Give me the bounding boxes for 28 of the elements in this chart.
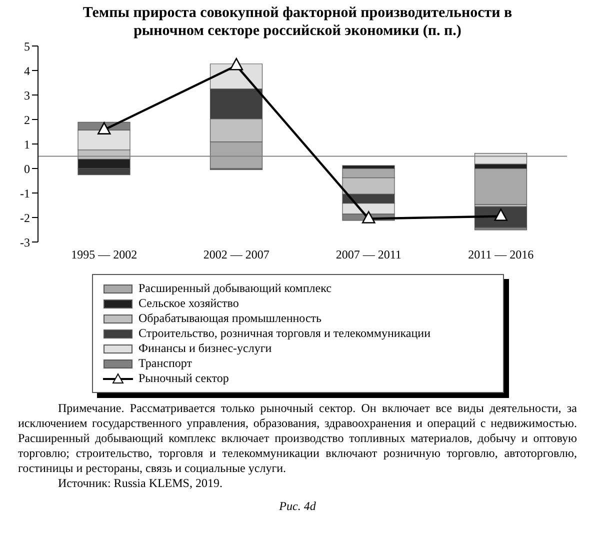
- x-tick-label: 1995 — 2002: [71, 248, 138, 262]
- legend-label: Сельское хозяйство: [138, 296, 239, 311]
- text: Примечание. Рассматривается только рыночный сектор. Он включает все виды деятельности, за исключением государственного управления, образования, здравоохранения и операций с недвижимостью. Расширенный добывающий комплекс включает производство топливных материалов, добычу и оптовую торговлю; строительство, торговля и телекоммуникации включают розничную торговлю, автоторговлю, гостиницы и рестораны, связь и социальные услуги.: [18, 401, 577, 476]
- y-tick-label: 0: [24, 162, 30, 176]
- text: Рис. 4d: [278, 499, 317, 514]
- y-tick-label: 4: [24, 64, 30, 78]
- text: Источник: Russia KLEMS, 2019.: [57, 476, 224, 491]
- point: [97, 122, 111, 134]
- y-tick-label: -1: [20, 186, 30, 200]
- legend-label: Расширенный добывающий комплекс: [138, 281, 332, 296]
- y-tick-label: 2: [24, 112, 30, 127]
- y-tick-label: -2: [20, 210, 30, 225]
- bar: [474, 168, 528, 205]
- point: [230, 58, 244, 70]
- y-tick-label: 3: [24, 88, 30, 102]
- legend-label: Обрабатывающая промышленность: [138, 311, 322, 326]
- x-tick-label: 2002 — 2007: [203, 248, 270, 262]
- y-tick-label: 5: [24, 39, 30, 54]
- point: [362, 211, 376, 224]
- legend-label: Финансы и бизнес-услуги: [138, 341, 272, 356]
- x-tick-label: 2011 — 2016: [468, 248, 534, 262]
- legend-label: Рыночный сектор: [138, 371, 229, 386]
- legend-label: Строительство, розничная торговля и телекоммуникации: [138, 326, 431, 341]
- legend-label: Транспорт: [138, 356, 192, 371]
- chart-title: Темпы прироста совокупной факторной производительности в рыночном секторе российской экономики (п. п.): [82, 4, 514, 40]
- y-tick-label: 1: [24, 137, 30, 152]
- x-tick-label: 2007 — 2011: [336, 248, 402, 262]
- y-tick-label: -3: [20, 235, 30, 250]
